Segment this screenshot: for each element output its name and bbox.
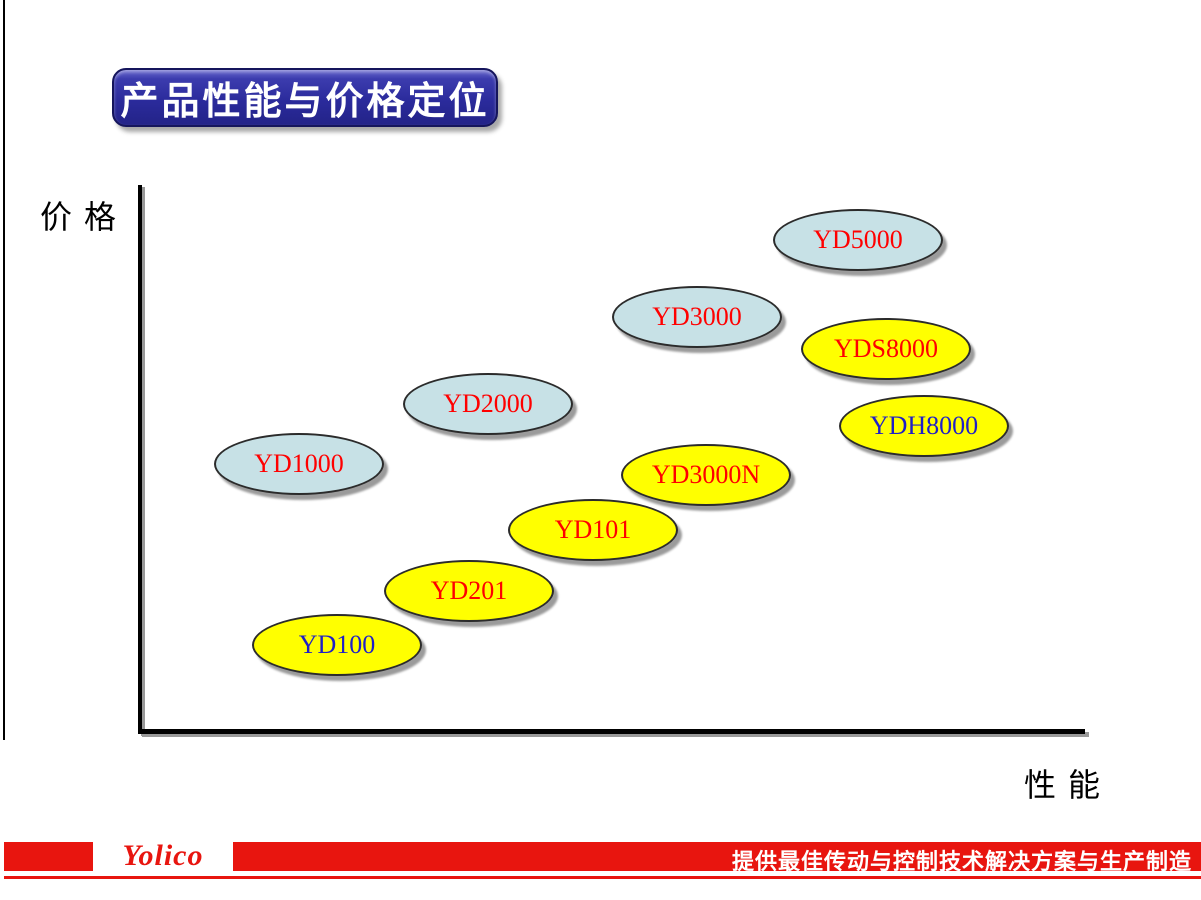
product-bubble-yd101: YD101 [508, 499, 678, 561]
product-bubble-ydh8000: YDH8000 [839, 395, 1009, 457]
product-bubble-yd100: YD100 [252, 614, 422, 676]
product-bubble-label: YD100 [298, 630, 376, 659]
product-bubble-yd1000: YD1000 [214, 433, 384, 495]
product-bubble-yd3000n: YD3000N [621, 444, 791, 506]
product-bubble-yd201: YD201 [384, 560, 554, 622]
product-bubble-label: YD2000 [443, 389, 533, 418]
product-bubble-label: YD1000 [254, 449, 344, 478]
product-bubble-yd5000: YD5000 [773, 209, 943, 271]
y-axis-line [138, 185, 142, 734]
x-axis-line [138, 729, 1085, 734]
footer-divider-line [4, 876, 1201, 879]
product-bubble-yd3000: YD3000 [612, 286, 782, 348]
logo: Yolico [93, 837, 233, 874]
product-bubble-yds8000: YDS8000 [801, 318, 971, 380]
product-bubble-label: YD3000 [652, 302, 742, 331]
title-banner: 产品性能与价格定位 [112, 68, 498, 127]
product-bubble-label: YD101 [554, 515, 632, 544]
product-bubble-label: YD3000N [651, 460, 761, 489]
product-bubble-label: YD5000 [813, 225, 903, 254]
page-title: 产品性能与价格定位 [120, 81, 490, 123]
left-border-line [3, 0, 5, 740]
product-bubble-label: YD201 [430, 576, 508, 605]
y-axis-label: 价格 [40, 199, 129, 235]
logo-text: Yolico [122, 838, 204, 872]
product-bubble-label: YDS8000 [833, 334, 938, 363]
x-axis-label: 性能 [1024, 767, 1113, 803]
product-bubble-yd2000: YD2000 [403, 373, 573, 435]
product-bubble-label: YDH8000 [869, 411, 979, 440]
footer-slogan: 提供最佳传动与控制技术解决方案与生产制造 [731, 849, 1192, 874]
